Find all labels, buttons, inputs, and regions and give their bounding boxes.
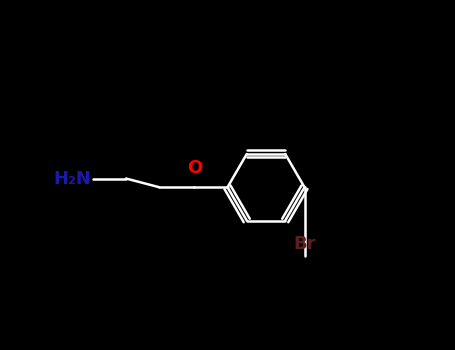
Text: O: O [187, 159, 202, 177]
Text: Br: Br [293, 235, 316, 253]
Text: H₂N: H₂N [53, 169, 91, 188]
